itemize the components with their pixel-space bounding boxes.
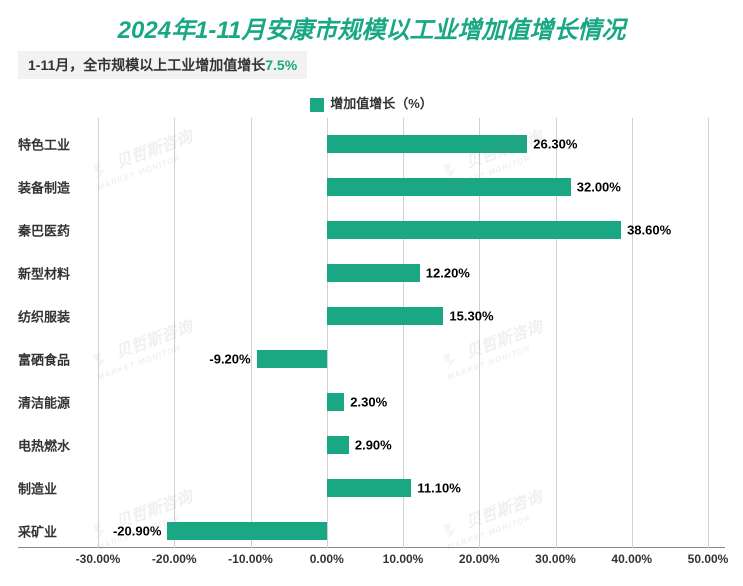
value-label: 15.30%: [449, 308, 493, 323]
x-tick-label: 30.00%: [535, 552, 576, 566]
chart-title-text: 2024年1-11月安康市规模以工业增加值增长情况: [118, 17, 626, 44]
value-label: 2.30%: [350, 394, 387, 409]
category-label: 纺织服装: [18, 306, 70, 325]
x-tick-label: -20.00%: [152, 552, 197, 566]
chart-row: 清洁能源 2.30%: [18, 380, 725, 423]
bar: [327, 178, 571, 196]
x-tick-label: -10.00%: [228, 552, 273, 566]
category-label: 新型材料: [18, 263, 70, 282]
chart-plot: 特色工业 26.30% 装备制造 32.00% 秦巴医药 38.60% 新型材料 12.20%…: [18, 118, 725, 548]
chart-row: 富硒食品 -9.20%: [18, 337, 725, 380]
subtitle-box: 1-11月，全市规模以上工业增加值增长7.5%: [18, 51, 307, 79]
subtitle-prefix: 1-11月，全市规模以上工业增加值增长: [28, 57, 265, 73]
value-label: 11.10%: [417, 480, 460, 495]
x-tick-label: 10.00%: [383, 552, 424, 566]
legend-swatch: [310, 98, 324, 112]
chart-row: 特色工业 26.30%: [18, 122, 725, 165]
chart-area: 特色工业 26.30% 装备制造 32.00% 秦巴医药 38.60% 新型材料 12.20%…: [18, 118, 725, 572]
bar: [257, 350, 327, 368]
bar: [327, 436, 349, 454]
value-label: -9.20%: [209, 351, 250, 366]
bar: [327, 135, 528, 153]
bar: [167, 522, 326, 540]
bar: [327, 393, 345, 411]
x-tick-label: 50.00%: [688, 552, 729, 566]
x-tick-label: -30.00%: [76, 552, 121, 566]
value-label: 26.30%: [533, 136, 577, 151]
value-label: 38.60%: [627, 222, 671, 237]
category-label: 清洁能源: [18, 392, 70, 411]
category-label: 采矿业: [18, 521, 57, 540]
x-tick-label: 0.00%: [310, 552, 344, 566]
category-label: 特色工业: [18, 134, 70, 153]
chart-legend: 增加值增长（%）: [0, 93, 743, 112]
chart-row: 采矿业 -20.90%: [18, 509, 725, 552]
chart-row: 电热燃水 2.90%: [18, 423, 725, 466]
category-label: 秦巴医药: [18, 220, 70, 239]
chart-row: 新型材料 12.20%: [18, 251, 725, 294]
x-tick-label: 20.00%: [459, 552, 500, 566]
chart-row: 秦巴医药 38.60%: [18, 208, 725, 251]
bar: [327, 221, 621, 239]
category-label: 电热燃水: [18, 435, 70, 454]
bar: [327, 307, 444, 325]
category-label: 装备制造: [18, 177, 70, 196]
chart-row: 纺织服装 15.30%: [18, 294, 725, 337]
chart-title: 2024年1-11月安康市规模以工业增加值增长情况: [0, 0, 743, 51]
subtitle-highlight: 7.5%: [265, 57, 297, 73]
legend-label: 增加值增长（%）: [330, 96, 433, 111]
value-label: 12.20%: [426, 265, 470, 280]
x-axis: -30.00% -20.00% -10.00% 0.00% 10.00% 20.00% 30…: [18, 548, 725, 572]
x-tick-label: 40.00%: [611, 552, 652, 566]
chart-row: 装备制造 32.00%: [18, 165, 725, 208]
bar: [327, 479, 412, 497]
value-label: 2.90%: [355, 437, 392, 452]
category-label: 富硒食品: [18, 349, 70, 368]
value-label: -20.90%: [113, 523, 161, 538]
bar: [327, 264, 420, 282]
value-label: 32.00%: [577, 179, 621, 194]
category-label: 制造业: [18, 478, 57, 497]
chart-row: 制造业 11.10%: [18, 466, 725, 509]
